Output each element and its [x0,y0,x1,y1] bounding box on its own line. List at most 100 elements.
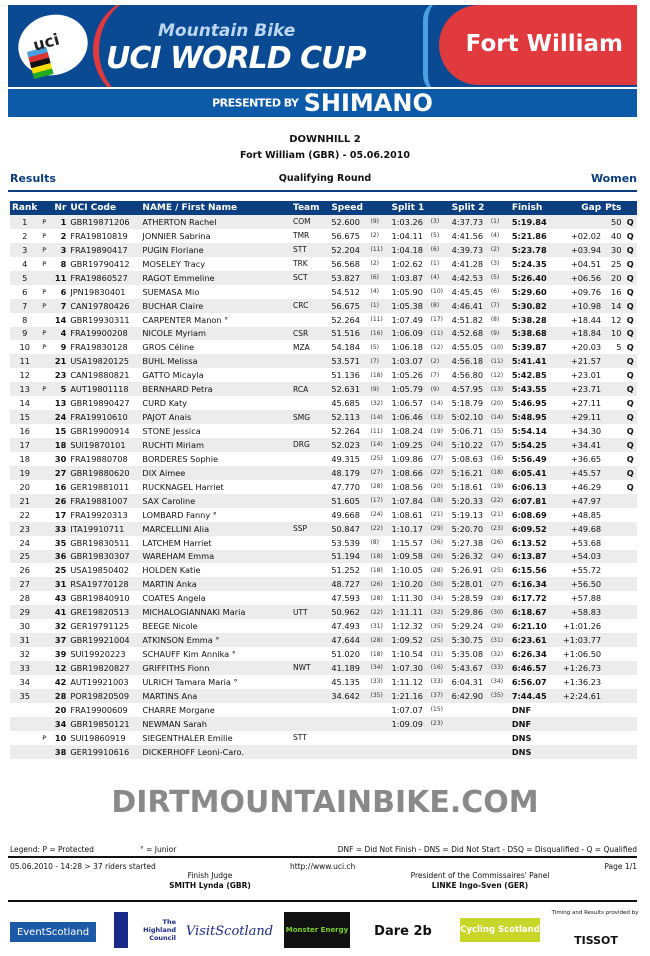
rider-name-cell: GROS Céline [142,342,195,353]
qualified-cell: Q [626,453,634,464]
uci-code-cell: USA19850402 [70,565,129,576]
split2-cell: 4:41.56 [451,230,484,241]
gap-cell: +21.57 [551,354,604,369]
table-row: 32 39 SUI19920223 SCHAUFF Kim Annika ° 51.02… [10,647,637,661]
rank-cell: 13 [10,382,40,397]
gap-cell: +2:24.61 [551,688,604,703]
table-row: 26 25 USA19850402 HOLDEN Katie 51.252 (18) 1:1… [10,563,637,577]
rank-cell: 9 [10,326,40,341]
rider-name-cell: BEEGE Nicole [142,621,198,632]
split2-cell: 5:20.33 [449,493,489,508]
gap-cell [551,215,604,229]
column-header-bib-number: Nr [49,201,69,215]
split2-rank-cell: (8) [490,316,500,324]
rider-name-cell: BORDERES Sophie [142,453,219,464]
legend-protected: Legend: P = Protected [10,845,94,854]
points-cell: 10 [603,326,624,341]
speed-cell: 52.204 [329,242,369,257]
split2-cell [450,731,489,745]
split2-rank-cell: (33) [488,661,510,675]
speed-cell: 51.252 [331,565,360,576]
qualified-cell [623,744,637,759]
points-cell [603,703,623,717]
speed-rank-cell: (7) [368,354,390,369]
uci-code-cell: GBR19820827 [68,661,141,675]
qualified-cell [623,703,637,717]
team-cell: COM [291,215,330,229]
table-row: 10 P 9 FRA19830128 GROS Céline MZA 54.184 (5) 1:… [10,340,637,354]
team-cell [291,703,329,717]
table-row: 8 14 GBR19930311 CARPENTER Manon ° 52.264 (11… [10,313,637,327]
protected-cell: P [39,382,50,397]
qualified-cell [623,688,637,703]
gap-cell: +09.76 [570,286,602,297]
rank-cell: 30 [19,621,30,632]
speed-rank-cell [369,703,390,717]
finish-time-cell: 6:56.07 [511,676,547,687]
split2-cell: 4:55.05 [451,342,484,353]
split1-rank-cell: (19) [430,427,443,435]
gap-cell: +1:26.73 [551,661,604,675]
bib-number-cell: 20 [54,704,67,715]
uci-code-cell: CAN19780426 [68,298,141,313]
table-row: 30 32 GER19791125 BEEGE Nicole 47.493 (31) 1:1… [10,619,637,633]
speed-cell: 48.727 [329,577,369,592]
uci-link[interactable]: http://www.uci.ch [290,862,356,871]
split1-cell: 1:09.09 [389,716,429,731]
finish-time-cell: 5:19.84 [509,215,552,229]
split2-rank-cell: (32) [490,650,504,658]
split1-cell: 1:05.26 [391,370,423,381]
split1-rank-cell: (14) [430,399,443,407]
points-cell [603,591,623,605]
speed-rank-cell: (25) [370,455,383,463]
qualified-cell: Q [626,398,634,409]
eventscotland-logo: EventScotland [10,922,96,942]
points-cell: 5 [616,342,622,353]
points-cell [603,368,623,382]
shimano-logo: SHIMANO [303,89,433,117]
split2-rank-cell: (4) [490,232,500,240]
split1-cell: 1:07.49 [391,314,423,325]
rank-cell: 2 [22,230,28,241]
split1-rank-cell: (13) [428,410,450,425]
split1-cell: 1:04.18 [389,242,429,257]
points-cell [603,716,624,731]
split1-cell: 1:02.62 [391,258,423,269]
rider-name-cell: CHARRE Morgane [142,704,215,715]
speed-cell: 54.512 [331,286,360,297]
rank-cell [10,731,39,745]
bib-number-cell: 27 [49,465,69,480]
gap-cell [551,716,604,731]
protected-cell [39,549,50,564]
qualified-cell [623,675,637,689]
bib-number-cell: 10 [54,732,67,743]
split2-cell: 5:29.24 [451,621,484,632]
split1-rank-cell: (7) [430,371,440,379]
uci-code-cell: CAN19880821 [70,370,130,381]
speed-cell: 56.675 [329,298,369,313]
split2-rank-cell: (12) [490,371,504,379]
gap-cell: +49.68 [551,521,604,536]
column-header-team: Team [291,201,330,215]
team-cell [291,675,329,689]
split1-cell: 1:08.56 [391,481,423,492]
finish-time-cell: 5:43.55 [509,382,552,397]
split2-cell: 4:45.45 [451,286,484,297]
gap-cell: +04.51 [570,258,602,269]
gap-cell: +20.03 [570,342,602,353]
finish-time-cell: 6:06.13 [511,481,547,492]
team-cell [291,354,330,369]
bib-number-cell: 21 [49,354,69,369]
table-row: 20 FRA19900609 CHARRE Morgane 1:07.07 (15) DN… [10,703,637,717]
protected-cell [39,591,49,605]
gap-cell: +48.85 [570,509,602,520]
qualified-cell: Q [623,298,637,313]
speed-rank-cell: (28) [370,594,383,602]
uci-code-cell: FRA19860527 [68,270,141,285]
riders-started: 05.06.2010 - 14:28 > 37 riders started [10,862,156,871]
split1-rank-cell: (20) [430,483,443,491]
speed-rank-cell: (18) [368,549,390,564]
split1-cell: 1:11.11 [389,605,429,620]
rider-name-cell: SCHAUFF Kim Annika ° [142,649,236,660]
column-header-split1: Split 1 [389,201,429,215]
